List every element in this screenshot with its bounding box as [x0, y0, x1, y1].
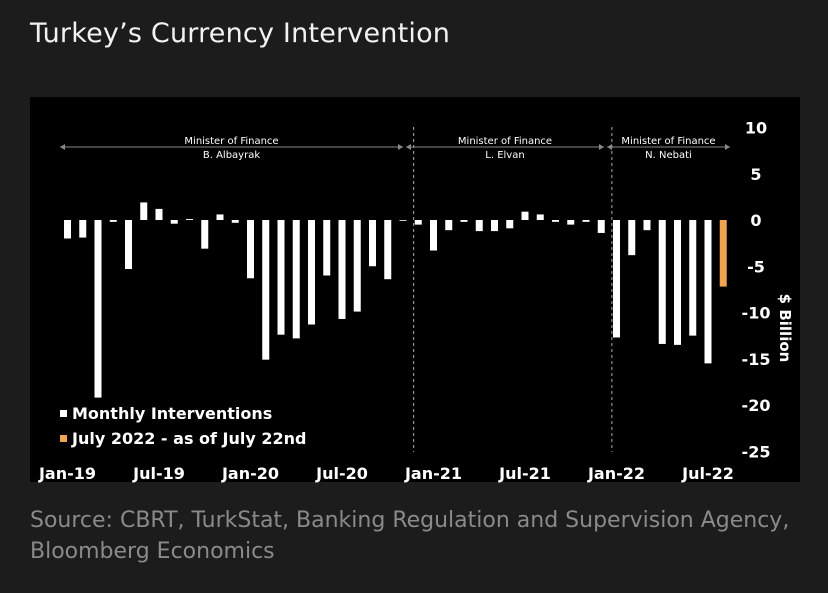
- y-tick-label: -10: [742, 304, 771, 323]
- bar-2021-11: [582, 220, 590, 222]
- x-tick-label: Jul-21: [498, 464, 551, 483]
- bar-2019-09: [186, 219, 193, 220]
- bar-2021-08: [536, 214, 544, 220]
- annotation-arrow-right-2: [599, 144, 604, 150]
- legend-swatch-july-2022: [60, 435, 67, 442]
- annotation-name-1: B. Albayrak: [203, 150, 260, 161]
- chart: Minister of Finance B. Albayrak Minister o…: [30, 97, 800, 483]
- bar-2020-09: [369, 220, 376, 267]
- bar-2021-01: [430, 220, 437, 251]
- bar-2021-02: [445, 220, 453, 231]
- annotation-label-1: Minister of Finance: [184, 136, 278, 147]
- annotation-arrow-right-3: [725, 144, 730, 150]
- bar-2021-10: [567, 220, 575, 225]
- bar-2021-04: [475, 220, 483, 232]
- bar-2022-06: [689, 220, 697, 336]
- bar-2020-05: [308, 220, 315, 325]
- bars-group: [64, 202, 727, 398]
- plot-background: [30, 97, 800, 482]
- x-tick-label: Jan-20: [221, 464, 279, 483]
- y-tick-label: -25: [742, 442, 771, 461]
- bar-2019-11: [216, 214, 224, 220]
- bar-2022-04: [658, 220, 666, 344]
- x-tick-label: Jul-19: [132, 464, 185, 483]
- bar-2019-07: [155, 208, 163, 220]
- bar-july-2022-partial: [719, 220, 727, 287]
- annotation-name-3: N. Nebati: [645, 150, 692, 161]
- bar-2020-08: [353, 220, 361, 312]
- bar-2022-03: [643, 220, 651, 231]
- annotation-arrow-right-1: [398, 144, 403, 150]
- annotation-label-2: Minister of Finance: [458, 136, 552, 147]
- legend-swatch-monthly: [60, 410, 67, 417]
- bar-2021-05: [491, 220, 498, 232]
- bar-2019-04: [109, 220, 117, 222]
- annotation-arrow-left-1: [60, 144, 65, 150]
- chart-title: Turkey’s Currency Intervention: [30, 18, 451, 49]
- y-tick-label: -20: [742, 396, 771, 415]
- annotation-name-2: L. Elvan: [485, 150, 524, 161]
- bar-2021-03: [460, 220, 468, 222]
- minister-annotations: Minister of Finance B. Albayrak Minister o…: [60, 136, 730, 161]
- bar-2020-10: [384, 220, 392, 280]
- y-tick-label: -15: [742, 350, 771, 369]
- bar-2019-10: [201, 220, 209, 249]
- bar-2019-08: [170, 220, 178, 224]
- bar-2019-05: [125, 220, 132, 270]
- bar-2020-11: [399, 220, 407, 221]
- y-axis: 10 5 0 -5 -10 -15 -20 -25: [742, 119, 771, 462]
- legend: Monthly Interventions July 2022 - as of …: [60, 404, 307, 448]
- annotation-arrow-left-3: [607, 144, 612, 150]
- y-tick-label: 5: [750, 165, 761, 184]
- bar-2020-03: [277, 220, 285, 335]
- bar-2019-12: [231, 220, 239, 223]
- y-tick-label: 0: [750, 211, 761, 230]
- bar-2019-01: [64, 220, 71, 239]
- minister-dividers: [413, 127, 613, 452]
- x-tick-label: Jan-19: [38, 464, 96, 483]
- bar-2019-06: [140, 202, 148, 220]
- legend-label-monthly: Monthly Interventions: [72, 404, 272, 423]
- bar-2020-04: [292, 220, 300, 339]
- x-tick-label: Jul-22: [681, 464, 734, 483]
- x-tick-label: Jan-21: [404, 464, 462, 483]
- annotation-label-3: Minister of Finance: [621, 136, 715, 147]
- annotation-arrow-left-2: [406, 144, 411, 150]
- bar-2019-03: [94, 220, 102, 398]
- bar-2021-12: [597, 220, 605, 233]
- bar-2020-06: [323, 220, 331, 276]
- y-axis-label: $ Billion: [776, 294, 794, 363]
- bar-2020-12: [414, 220, 422, 225]
- bar-2022-07: [704, 220, 712, 364]
- bar-2022-05: [674, 220, 681, 345]
- bar-2022-01: [613, 220, 620, 338]
- bar-2019-02: [79, 220, 87, 238]
- bar-2022-02: [628, 220, 636, 256]
- bar-2021-09: [552, 220, 559, 222]
- source-note: Source: CBRT, TurkStat, Banking Regulati…: [30, 508, 790, 564]
- x-tick-label: Jan-22: [587, 464, 645, 483]
- bar-2020-02: [262, 220, 270, 360]
- bar-2020-01: [247, 220, 254, 279]
- bar-2021-07: [521, 211, 529, 220]
- bar-2021-06: [506, 220, 514, 229]
- bar-2020-07: [338, 220, 346, 319]
- x-tick-label: Jul-20: [315, 464, 368, 483]
- y-tick-label: 10: [745, 119, 767, 138]
- x-axis: Jan-19 Jul-19 Jan-20 Jul-20 Jan-21 Jul-21 Jan-…: [38, 464, 734, 483]
- y-tick-label: -5: [747, 257, 765, 276]
- legend-label-july-2022: July 2022 - as of July 22nd: [71, 429, 307, 448]
